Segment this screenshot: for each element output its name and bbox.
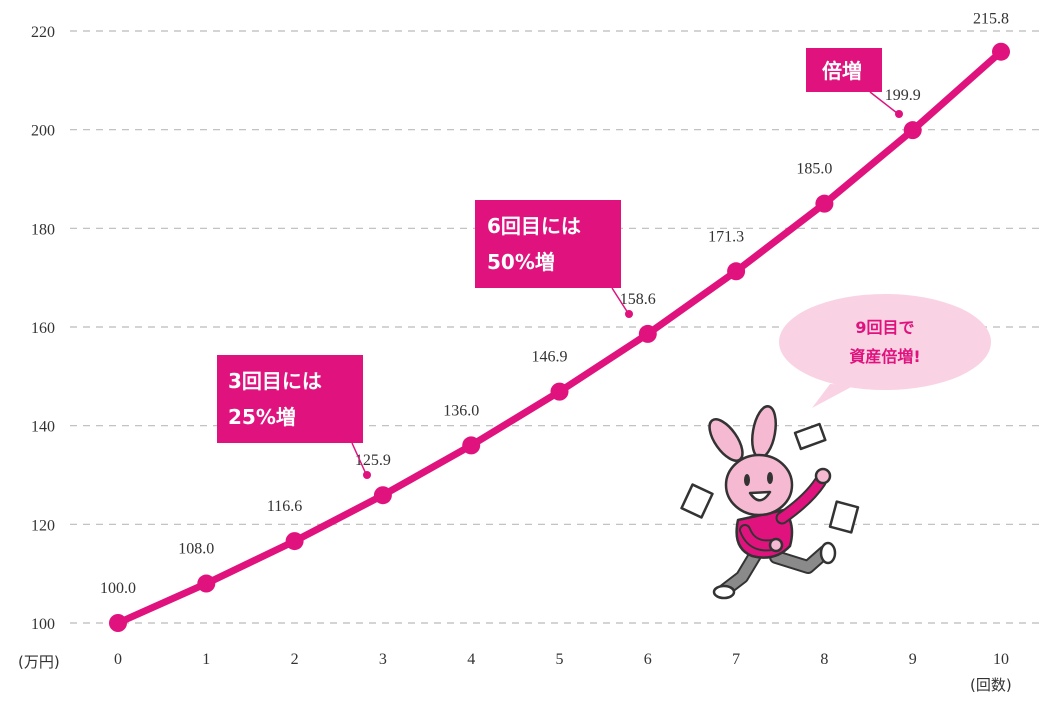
data-label: 136.0 bbox=[443, 402, 479, 419]
data-label: 171.3 bbox=[708, 228, 744, 245]
data-point bbox=[285, 532, 304, 551]
data-point bbox=[992, 42, 1010, 61]
x-tick-label: 4 bbox=[467, 651, 475, 668]
pink-rabbit-icon bbox=[680, 405, 860, 600]
callout-50-line2: 50%増 bbox=[487, 250, 555, 274]
data-label: 100.0 bbox=[100, 580, 136, 597]
data-point bbox=[638, 324, 657, 343]
data-point bbox=[109, 614, 127, 632]
callout-25-percent: 3回目には 25%増 bbox=[217, 355, 371, 479]
callout-double: 倍増 bbox=[806, 48, 903, 118]
y-tick-label: 220 bbox=[31, 24, 55, 41]
x-axis-ticks: 0 1 2 3 4 5 6 7 8 9 10 bbox=[114, 651, 1009, 668]
bubble-line1: 9回目で bbox=[855, 318, 914, 337]
y-tick-label: 200 bbox=[31, 123, 55, 140]
y-tick-label: 180 bbox=[31, 221, 55, 238]
y-tick-label: 140 bbox=[31, 419, 55, 436]
data-labels: 100.0 108.0 116.6 125.9 136.0 146.9 158.6 171.3… bbox=[100, 11, 1009, 597]
x-tick-label: 9 bbox=[909, 651, 917, 668]
x-tick-label: 3 bbox=[379, 651, 387, 668]
y-axis-unit-label: (万円) bbox=[18, 653, 60, 671]
y-tick-label: 100 bbox=[31, 616, 55, 633]
x-tick-label: 2 bbox=[291, 651, 299, 668]
data-label: 146.9 bbox=[532, 349, 568, 366]
y-tick-label: 120 bbox=[31, 517, 55, 534]
callout-50-line1: 6回目には bbox=[487, 214, 581, 238]
x-tick-label: 7 bbox=[732, 651, 740, 668]
x-tick-label: 6 bbox=[644, 651, 652, 668]
data-label: 215.8 bbox=[973, 11, 1009, 28]
callout-25-line2: 25%増 bbox=[228, 405, 296, 429]
x-axis-unit-label: (回数) bbox=[970, 676, 1012, 694]
data-label: 108.0 bbox=[178, 541, 214, 558]
data-label: 116.6 bbox=[267, 498, 302, 515]
data-point bbox=[462, 436, 481, 455]
data-label: 158.6 bbox=[620, 291, 656, 308]
data-label: 125.9 bbox=[355, 452, 391, 469]
callout-50-percent: 6回目には 50%増 bbox=[475, 200, 633, 318]
callout-double-text: 倍増 bbox=[822, 59, 862, 83]
data-point bbox=[550, 382, 569, 401]
x-tick-label: 10 bbox=[993, 651, 1009, 668]
data-label: 185.0 bbox=[796, 161, 832, 178]
data-points bbox=[109, 42, 1010, 632]
data-label: 199.9 bbox=[885, 87, 921, 104]
data-point bbox=[815, 194, 834, 213]
data-point bbox=[903, 121, 922, 140]
data-point bbox=[373, 486, 392, 505]
y-tick-label: 160 bbox=[31, 320, 55, 337]
x-tick-label: 1 bbox=[202, 651, 210, 668]
callout-25-line1: 3回目には bbox=[228, 369, 322, 393]
bubble-line2: 資産倍増! bbox=[849, 347, 920, 366]
data-point bbox=[727, 262, 746, 281]
x-tick-label: 0 bbox=[114, 651, 122, 668]
x-tick-label: 5 bbox=[556, 651, 564, 668]
data-point bbox=[197, 574, 216, 593]
x-tick-label: 8 bbox=[820, 651, 828, 668]
y-axis-ticks: 100 120 140 160 180 200 220 bbox=[31, 24, 55, 633]
speech-bubble: 9回目で 資産倍増! bbox=[779, 294, 991, 408]
